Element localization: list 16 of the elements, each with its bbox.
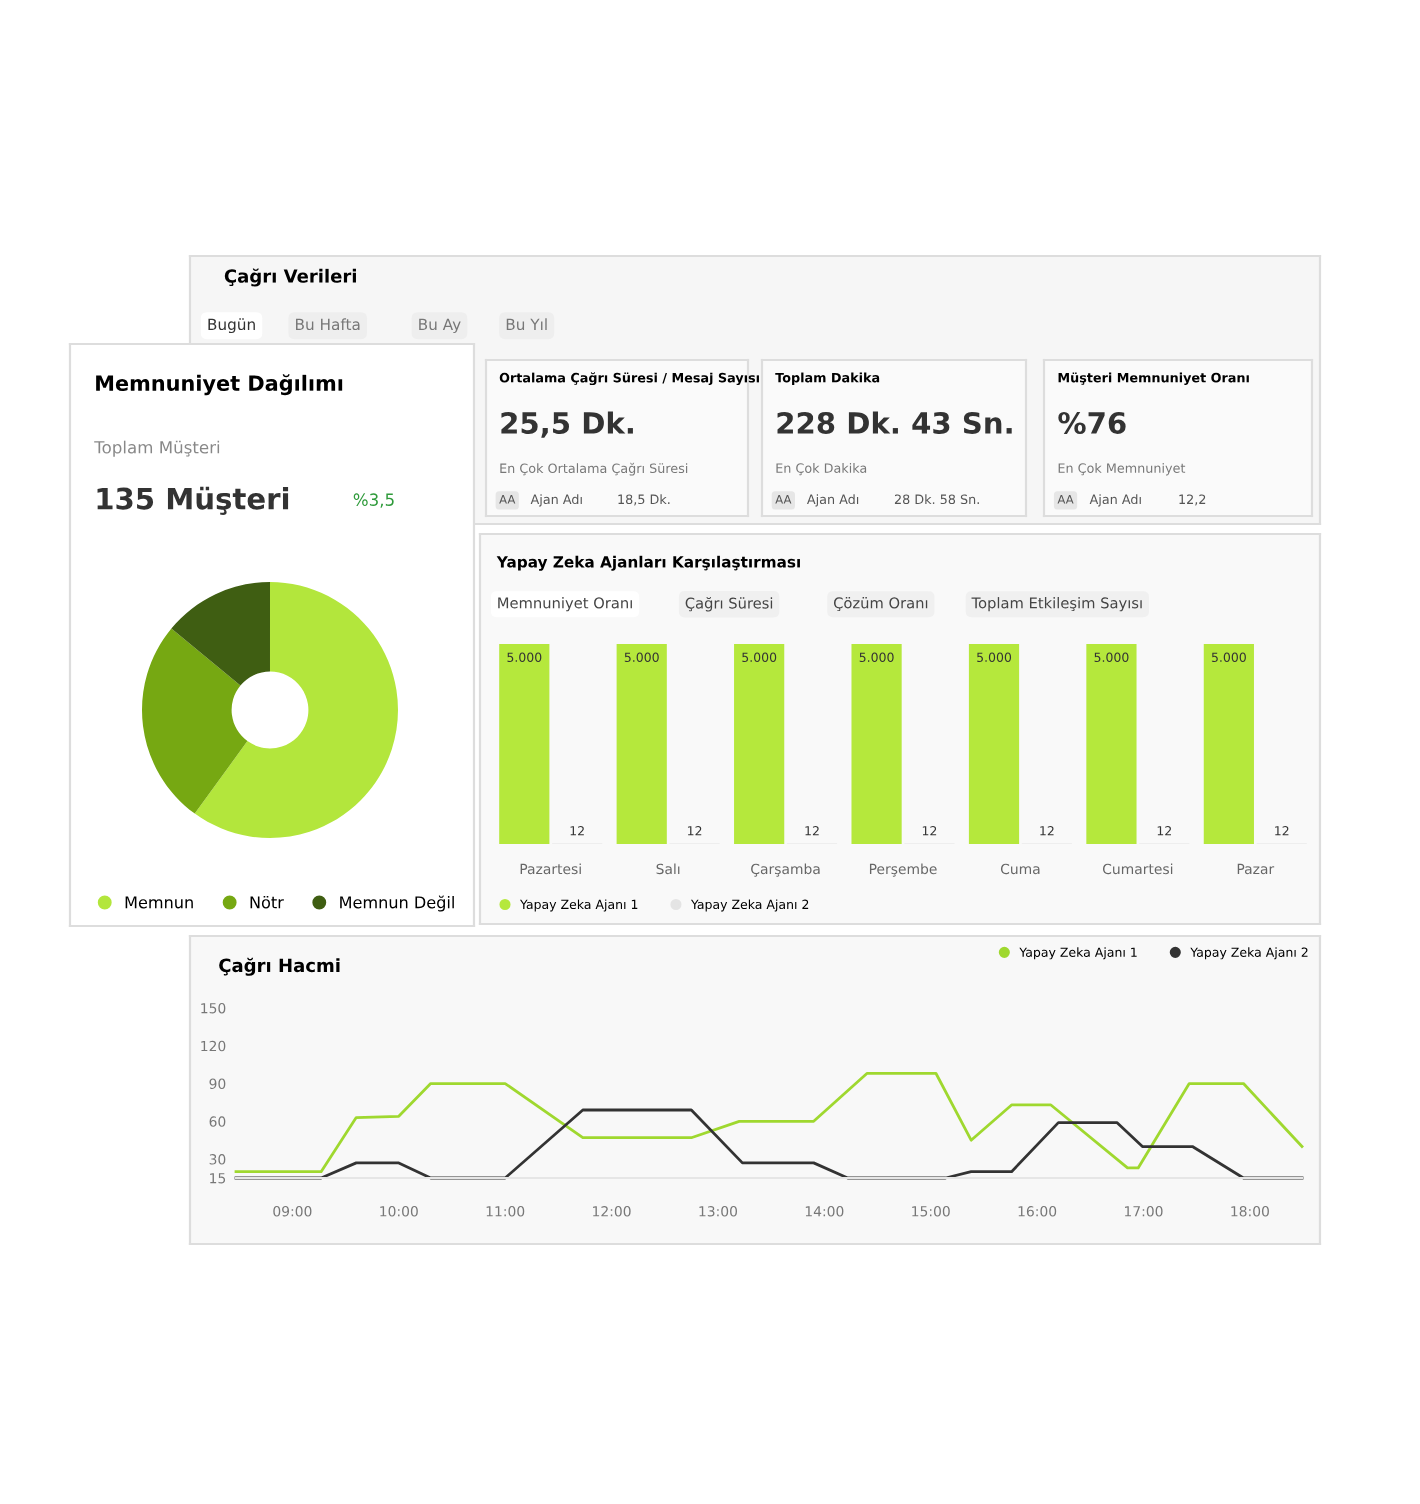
text: 228 Dk. 43 Sn. [777, 411, 1012, 434]
text: %76 [1058, 411, 1126, 434]
line-series [234, 1072, 1304, 1174]
text: %3,5 [353, 493, 394, 508]
legend-label: Memnun [125, 896, 193, 909]
text: Çağrı Verileri [224, 268, 356, 287]
donut-slice [194, 582, 398, 838]
text: 135 Müşteri [97, 486, 289, 515]
chart-title: Çağrı Hacmi [219, 957, 340, 976]
legend-label: Memnun Değil [340, 895, 454, 912]
donut-slice [142, 628, 248, 814]
legend-label: Nötr [250, 895, 284, 909]
chart-subtitle: Toplam Müşteri [94, 440, 220, 457]
text: 25,5 Dk. [501, 411, 633, 438]
chart-title: Memnuniyet Dağılımı [96, 374, 343, 396]
donut-slice [171, 582, 270, 686]
